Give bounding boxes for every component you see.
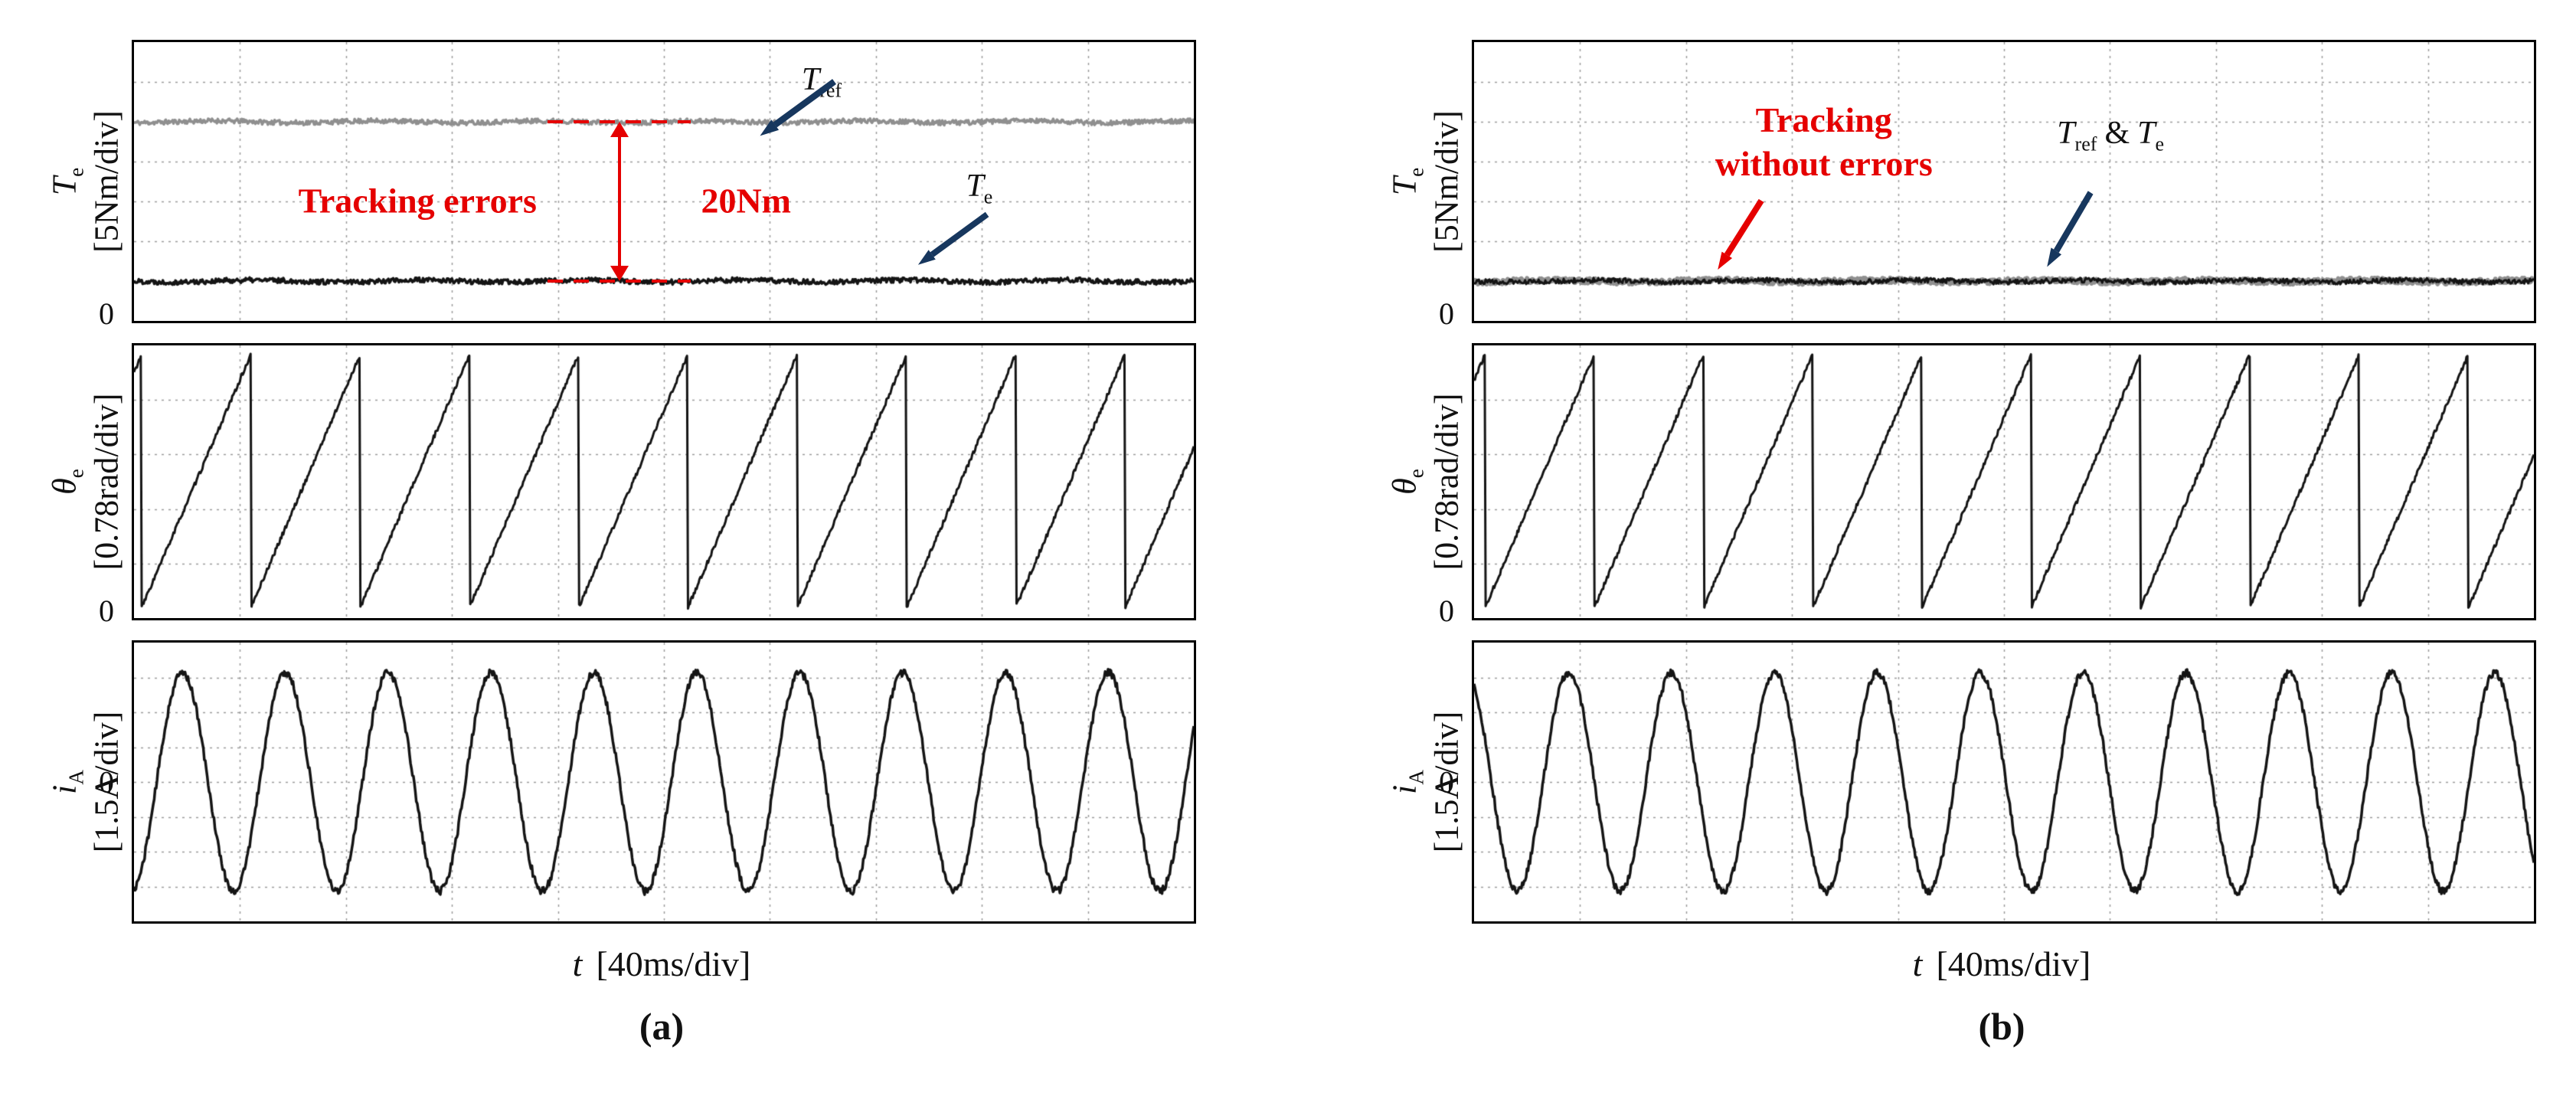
gap-arrowhead-down — [610, 265, 629, 281]
var-text: T — [2057, 115, 2075, 151]
torque-waveform-canvas-b — [1474, 42, 2534, 321]
var-text: T — [801, 62, 820, 98]
sub-text: ref — [2074, 132, 2097, 155]
angle-plot-b: 0 — [1439, 343, 2536, 628]
sub-text: e — [983, 185, 993, 208]
caption-a: (a) — [639, 1005, 685, 1048]
var-text: T — [2137, 115, 2156, 151]
torque-ylabel: Te [5Nm/div] — [46, 110, 126, 253]
tracking-without-errors-label: Tracking without errors — [1643, 98, 2004, 186]
y-axis-label-current-a: iA [1.5A/div] — [40, 640, 132, 924]
y-axis-label-angle-b: θe [0.78rad/div] — [1380, 343, 1472, 620]
x-axis-label-a: t [40ms/div] — [132, 944, 1192, 984]
y-axis-label-torque-a: Te [5Nm/div] — [40, 40, 132, 323]
angle-waveform-canvas-b — [1474, 345, 2534, 618]
te-trace-label: Te — [966, 168, 992, 208]
current-ylabel-symbol: iA — [46, 712, 88, 853]
ampersand-text: & — [2104, 115, 2130, 151]
time-unit: [40ms/div] — [596, 944, 751, 983]
torque-plot-b: 0 Tracking without errors Tref & Te — [1439, 40, 2536, 331]
var-text: T — [1385, 176, 1424, 196]
gap-dash-bottom — [547, 279, 691, 283]
tracking-errors-label: Tracking errors — [298, 181, 537, 221]
angle-ylabel-symbol: θe — [1386, 394, 1428, 571]
figure-b: Te [5Nm/div] 0 Tracking without errors T… — [1380, 40, 2536, 1048]
current-panel-b: iA [1.5A/div] 0 — [1380, 640, 2536, 924]
y-tick-zero: 0 — [1439, 764, 1454, 800]
tref-and-te-trace-label: Tref & Te — [2057, 115, 2164, 155]
gap-double-arrow — [608, 122, 631, 281]
torque-waveform-canvas-a — [134, 42, 1194, 321]
y-axis-label-angle-a: θe [0.78rad/div] — [40, 343, 132, 620]
angle-ylabel-symbol: θe — [46, 394, 88, 571]
tref-pointer-arrow-icon — [760, 78, 836, 136]
torque-panel-b: Te [5Nm/div] 0 Tracking without errors T… — [1380, 40, 2536, 331]
var-text: i — [1385, 784, 1424, 794]
y-tick-zero: 0 — [99, 296, 114, 331]
angle-ylabel: θe [0.78rad/div] — [1386, 394, 1466, 571]
gap-value-label: 20Nm — [701, 181, 791, 221]
gap-arrowhead-up — [610, 122, 629, 138]
torque-ylabel-symbol: Te — [1386, 110, 1428, 253]
angle-ylabel: θe [0.78rad/div] — [46, 394, 126, 571]
y-tick-zero: 0 — [1439, 594, 1454, 628]
y-tick-zero: 0 — [99, 764, 114, 800]
x-axis-label-b: t [40ms/div] — [1472, 944, 2532, 984]
sub-text: e — [2155, 132, 2165, 155]
current-panel-a: iA [1.5A/div] 0 — [40, 640, 1196, 924]
angle-ylabel-unit: [0.78rad/div] — [1428, 393, 1466, 571]
sub-text: A — [64, 770, 88, 785]
angle-panel-a: θe [0.78rad/div] 0 — [40, 343, 1196, 628]
caption-b: (b) — [1978, 1005, 2025, 1048]
current-waveform-canvas-a — [134, 643, 1194, 921]
current-waveform-canvas-b — [1474, 643, 2534, 921]
sub-text: A — [1404, 770, 1428, 785]
var-text: T — [45, 176, 83, 196]
y-axis-label-current-b: iA [1.5A/div] — [1380, 640, 1472, 924]
time-unit: [40ms/div] — [1936, 944, 2091, 983]
time-var: t — [1912, 944, 1923, 983]
tref-and-te-pointer-arrow-icon — [2046, 191, 2094, 267]
var-text: θ — [1385, 478, 1424, 495]
angle-panel-b: θe [0.78rad/div] 0 — [1380, 343, 2536, 628]
tracking-without-line1: Tracking — [1755, 100, 1892, 139]
angle-waveform-canvas-a — [134, 345, 1194, 618]
var-text: i — [45, 784, 83, 794]
sub-text: e — [64, 167, 88, 177]
angle-plot-a: 0 — [99, 343, 1196, 628]
sub-text: e — [64, 469, 88, 479]
torque-panel-a: Te [5Nm/div] 0 Tracking errors 20Nm Tref — [40, 40, 1196, 331]
te-pointer-arrow-icon — [918, 212, 989, 266]
torque-ylabel: Te [5Nm/div] — [1386, 110, 1466, 253]
tracking-without-pointer-arrow-icon — [1718, 199, 1764, 270]
sub-text: e — [1404, 167, 1428, 177]
var-text: θ — [45, 478, 83, 495]
var-text: T — [966, 168, 984, 204]
gap-arrow-line — [617, 129, 621, 273]
time-var: t — [572, 944, 583, 983]
angle-ylabel-unit: [0.78rad/div] — [88, 393, 126, 571]
current-ylabel-symbol: iA — [1386, 712, 1428, 853]
torque-ylabel-symbol: Te — [46, 110, 88, 253]
torque-ylabel-unit: [5Nm/div] — [1428, 110, 1466, 253]
y-tick-zero: 0 — [1439, 296, 1454, 331]
torque-ylabel-unit: [5Nm/div] — [88, 110, 126, 253]
y-axis-label-torque-b: Te [5Nm/div] — [1380, 40, 1472, 323]
torque-plot-a: 0 Tracking errors 20Nm Tref Te — [99, 40, 1196, 331]
sub-text: e — [1404, 469, 1428, 479]
y-tick-zero: 0 — [99, 594, 114, 628]
figure-a: Te [5Nm/div] 0 Tracking errors 20Nm Tref — [40, 40, 1196, 1048]
current-plot-a: 0 — [99, 640, 1196, 924]
current-plot-b: 0 — [1439, 640, 2536, 924]
figure-pair: Te [5Nm/div] 0 Tracking errors 20Nm Tref — [40, 40, 2536, 1048]
tracking-without-line2: without errors — [1715, 144, 1933, 184]
